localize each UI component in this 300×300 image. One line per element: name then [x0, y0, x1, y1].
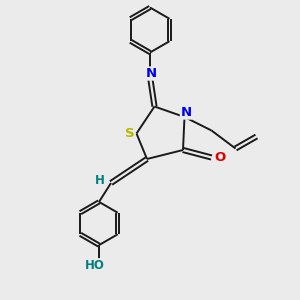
Text: N: N [146, 67, 157, 80]
Text: O: O [214, 151, 226, 164]
Text: N: N [180, 106, 192, 119]
Text: HO: HO [85, 259, 104, 272]
Text: S: S [125, 127, 135, 140]
Text: H: H [95, 173, 104, 187]
